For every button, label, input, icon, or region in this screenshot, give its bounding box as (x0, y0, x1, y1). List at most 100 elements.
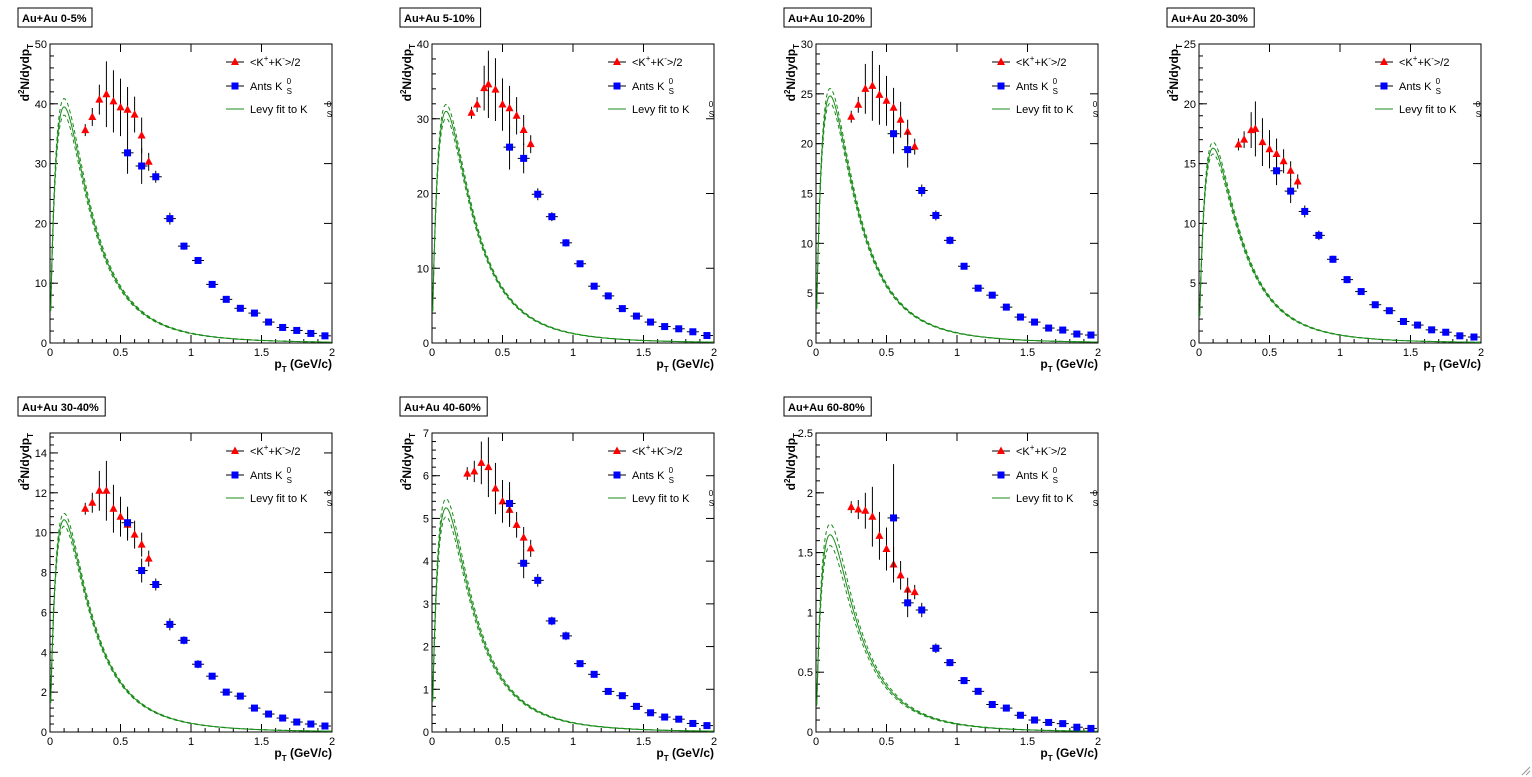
x-tick-label: 2 (711, 347, 717, 359)
legend-label-ks0: Ants K (1016, 81, 1049, 93)
data-point-ks0 (1031, 716, 1039, 724)
x-tick-label: 1 (570, 736, 576, 748)
plot-panel: Au+Au 60-80% 0 0.5 1 1.5 2 0 0.5 1 1.5 2 2.5 pT (GeV… (783, 396, 1101, 763)
data-point-ks0 (265, 710, 273, 718)
plot-title: Au+Au 30-40% (17, 396, 106, 417)
legend-triangle-marker (231, 57, 239, 65)
data-point-kcharged (1293, 177, 1302, 185)
data-point-kcharged (491, 484, 500, 492)
data-point-kcharged (480, 83, 489, 92)
data-point-ks0 (590, 670, 598, 678)
plot-data (50, 460, 332, 732)
y-axis-title: d2N/dydpT (783, 44, 801, 101)
legend-label-fit: Levy fit to K (632, 104, 690, 116)
data-point-ks0 (632, 312, 640, 320)
data-point-ks0 (124, 519, 132, 527)
legend-triangle-marker (231, 446, 239, 454)
data-point-kcharged (95, 486, 104, 494)
data-point-kcharged (910, 142, 919, 150)
plot-title: Au+Au 10-20% (783, 7, 872, 28)
data-point-kcharged (868, 81, 877, 89)
legend-sup: 0 (709, 100, 714, 109)
x-tick-label: 0.5 (113, 347, 128, 359)
y-axis-title: d2N/dydpT (783, 433, 801, 490)
data-point-ks0 (689, 719, 697, 727)
data-point-ks0 (960, 262, 968, 270)
x-tick-label: 0.5 (1262, 347, 1277, 359)
y-tick-label: 12 (35, 488, 47, 500)
data-point-ks0 (265, 318, 273, 326)
data-point-ks0 (279, 714, 287, 722)
data-point-kcharged (875, 531, 884, 539)
x-tick-label: 2 (329, 736, 335, 748)
x-tick-label: 1.5 (636, 736, 651, 748)
data-point-ks0 (974, 284, 982, 292)
legend-label-ks0: Ants K (632, 470, 665, 482)
data-point-ks0 (562, 239, 570, 247)
data-point-ks0 (562, 632, 570, 640)
data-point-kcharged (498, 496, 507, 505)
data-point-kcharged (1234, 139, 1243, 148)
data-point-ks0 (520, 154, 528, 162)
data-point-kcharged (95, 95, 104, 103)
y-axis-title: d2N/dydpT (399, 433, 417, 490)
x-tick-label: 1.5 (254, 736, 269, 748)
y-tick-label: 6 (41, 607, 47, 619)
plot-title-text: Au+Au 60-80% (788, 402, 865, 414)
x-tick-label: 0 (429, 347, 435, 359)
legend-label-fit: Levy fit to K (632, 493, 690, 505)
y-tick-label: 8 (41, 568, 47, 580)
x-axis-title: pT (GeV/c) (274, 746, 332, 763)
y-tick-label: 10 (35, 278, 47, 290)
data-point-ks0 (890, 130, 898, 138)
data-point-kcharged (88, 112, 97, 120)
data-point-ks0 (1470, 333, 1478, 341)
y-tick-label: 0 (807, 727, 813, 739)
y-tick-label: 4 (423, 556, 429, 568)
fit-lower-band (432, 117, 714, 343)
legend-sub: S (327, 499, 332, 508)
legend-sub: S (1093, 499, 1098, 508)
data-point-kcharged (130, 530, 139, 538)
legend-sub: S (1476, 110, 1481, 119)
data-point-ks0 (703, 332, 711, 340)
fit-lower-band (816, 102, 1098, 343)
data-point-ks0 (152, 173, 160, 181)
x-tick-label: 0.5 (495, 347, 510, 359)
data-point-kcharged (526, 543, 535, 552)
data-point-kcharged (1258, 137, 1267, 146)
data-point-ks0 (548, 213, 556, 221)
legend-sub: S (669, 87, 674, 96)
data-point-ks0 (1442, 328, 1450, 336)
data-point-kcharged (519, 125, 528, 133)
legend-sub: S (1436, 87, 1441, 96)
y-tick-label: 2 (807, 488, 813, 500)
x-axis-title: pT (GeV/c) (656, 357, 714, 374)
y-tick-label: 2.5 (798, 428, 813, 440)
y-tick-label: 20 (35, 218, 47, 230)
data-point-kcharged (1240, 135, 1249, 143)
levy-fit-curve (432, 110, 714, 343)
data-point-ks0 (904, 599, 912, 607)
legend-square-marker (997, 82, 1005, 90)
x-tick-label: 0.5 (879, 736, 894, 748)
data-point-ks0 (180, 242, 188, 250)
data-point-kcharged (910, 587, 919, 596)
fit-upper-band (1199, 141, 1481, 343)
data-point-ks0 (590, 282, 598, 290)
data-point-ks0 (208, 672, 216, 680)
resize-grip-icon (1525, 770, 1531, 776)
y-tick-label: 3 (423, 599, 429, 611)
data-point-ks0 (647, 709, 655, 717)
data-point-ks0 (618, 692, 626, 700)
data-point-ks0 (307, 329, 315, 337)
legend-sub: S (287, 87, 292, 96)
x-tick-label: 1 (570, 347, 576, 359)
data-point-ks0 (974, 687, 982, 695)
y-tick-label: 0 (1190, 338, 1196, 350)
legend-sup: 0 (1093, 489, 1098, 498)
legend-triangle-marker (613, 57, 621, 65)
data-point-ks0 (250, 704, 258, 712)
y-tick-label: 1.5 (798, 548, 813, 560)
